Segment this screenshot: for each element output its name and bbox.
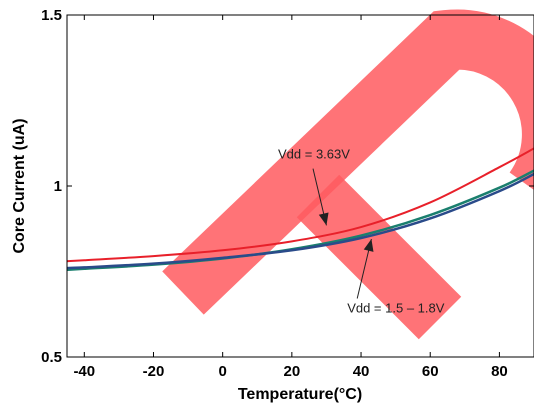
y-tick-label: 1: [54, 178, 62, 195]
x-tick-label: 20: [284, 363, 301, 380]
annotation-arrowhead: [318, 212, 329, 226]
x-tick-label: 80: [491, 363, 508, 380]
axes: -40 -20 0 20 40 60 80 0.5 1 1.5: [41, 7, 534, 380]
watermark-logo: [162, 9, 534, 340]
annotation-label: Vdd = 3.63V: [278, 147, 350, 162]
series-line-0: [66, 147, 534, 263]
x-axis-label: Temperature(°C): [238, 386, 362, 403]
watermark-arc: [162, 9, 534, 315]
annotations: Vdd = 3.63V Vdd = 1.5 – 1.8V: [278, 147, 445, 316]
x-tick-label: 40: [353, 363, 370, 380]
x-tick-label: 0: [218, 363, 226, 380]
annotation-arrowhead: [363, 239, 374, 252]
x-tick-label: 60: [422, 363, 439, 380]
x-tick-label: -40: [73, 363, 95, 380]
y-tick-label: 1.5: [41, 7, 62, 24]
x-tick-label: -20: [143, 363, 165, 380]
watermark-stroke: [296, 174, 462, 340]
y-tick-label: 0.5: [41, 349, 62, 366]
series-line-2: [66, 172, 534, 270]
plot-area: [66, 147, 534, 272]
annotation-label: Vdd = 1.5 – 1.8V: [347, 301, 445, 316]
y-axis-label: Core Current (uA): [11, 118, 28, 253]
